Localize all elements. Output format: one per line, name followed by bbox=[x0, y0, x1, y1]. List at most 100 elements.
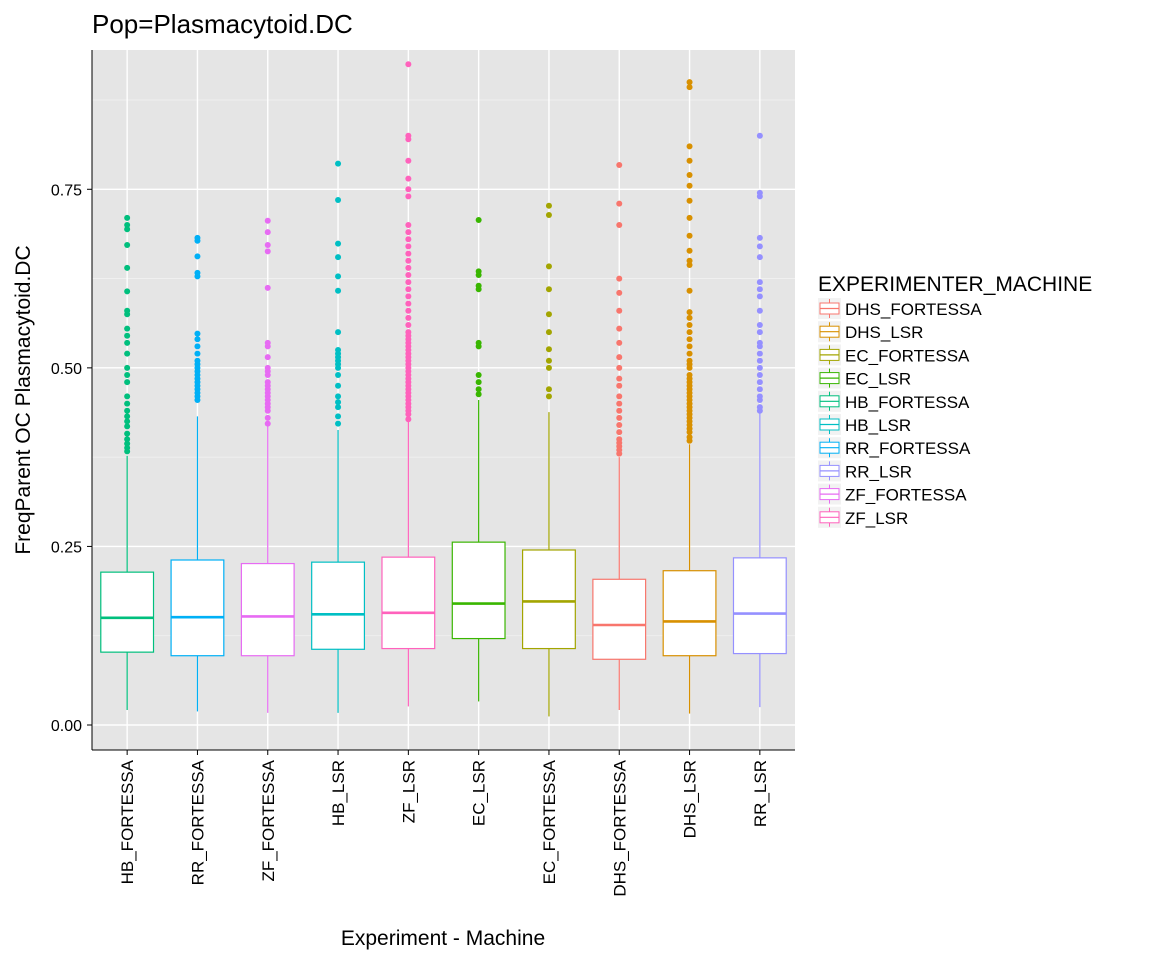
outlier-point bbox=[124, 350, 131, 357]
outlier-point bbox=[616, 393, 623, 400]
outlier-point bbox=[335, 240, 342, 247]
outlier-point bbox=[124, 413, 131, 420]
outlier-point bbox=[616, 325, 623, 332]
outlier-point bbox=[124, 214, 131, 221]
outlier-point bbox=[616, 307, 623, 314]
x-tick-label: RR_FORTESSA bbox=[188, 759, 207, 885]
outlier-point bbox=[616, 364, 623, 371]
outlier-point bbox=[686, 372, 693, 378]
outlier-point bbox=[756, 404, 763, 411]
legend: EXPERIMENTER_MACHINE DHS_FORTESSA DHS_LSR… bbox=[818, 273, 1092, 528]
outlier-point bbox=[756, 393, 763, 400]
outlier-point bbox=[405, 272, 412, 278]
outlier-point bbox=[686, 232, 693, 239]
outlier-point bbox=[545, 286, 552, 293]
x-tick-label: HB_FORTESSA bbox=[118, 759, 137, 884]
outlier-point bbox=[756, 379, 763, 386]
outlier-point bbox=[686, 262, 693, 268]
outlier-point bbox=[545, 212, 552, 218]
box-rr-lsr bbox=[732, 132, 787, 708]
outlier-point bbox=[616, 222, 623, 228]
outlier-point bbox=[756, 243, 763, 250]
box-iqr bbox=[521, 549, 576, 650]
y-axis-label: FreqParent OC Plasmacytoid.DC bbox=[12, 245, 35, 554]
outlier-point bbox=[475, 391, 482, 398]
outlier-point bbox=[686, 257, 693, 264]
outlier-point bbox=[756, 339, 763, 346]
outlier-point bbox=[405, 186, 412, 193]
outlier-point bbox=[616, 436, 623, 443]
outlier-point bbox=[194, 253, 201, 260]
x-axis: HB_FORTESSA RR_FORTESSA ZF_FORTESSA HB_LSR Z… bbox=[118, 750, 770, 897]
box-hb-fortessa bbox=[100, 214, 155, 710]
outlier-point bbox=[335, 197, 342, 203]
box-iqr bbox=[240, 562, 295, 657]
outlier-point bbox=[124, 400, 131, 407]
outlier-point bbox=[335, 329, 342, 336]
outlier-point bbox=[405, 307, 412, 314]
box-zf-fortessa bbox=[240, 217, 295, 713]
outlier-point bbox=[124, 226, 131, 233]
outlier-point bbox=[124, 440, 131, 447]
y-tick-label: 0.00 bbox=[51, 718, 82, 735]
outlier-point bbox=[124, 372, 131, 378]
legend-item-hb-lsr: HB_LSR bbox=[818, 414, 911, 435]
outlier-point bbox=[124, 436, 131, 443]
y-axis: 0.00 0.25 0.50 0.75 bbox=[51, 182, 92, 735]
outlier-point bbox=[686, 214, 693, 221]
outlier-point bbox=[545, 386, 552, 393]
outlier-point bbox=[756, 234, 763, 241]
box-dhs-fortessa bbox=[592, 162, 647, 710]
outlier-point bbox=[335, 287, 342, 294]
outlier-point bbox=[264, 339, 271, 346]
outlier-point bbox=[616, 429, 623, 436]
outlier-point bbox=[545, 202, 552, 209]
outlier-point bbox=[756, 293, 763, 300]
outlier-point bbox=[756, 279, 763, 286]
outlier-point bbox=[756, 189, 763, 196]
outlier-point bbox=[475, 282, 482, 289]
outlier-point bbox=[686, 197, 693, 204]
outlier-point bbox=[405, 175, 412, 182]
outlier-point bbox=[335, 413, 342, 420]
outlier-point bbox=[335, 393, 342, 400]
outlier-point bbox=[264, 420, 271, 427]
outlier-point bbox=[405, 132, 412, 139]
outlier-point bbox=[616, 382, 623, 389]
x-tick-label: ZF_LSR bbox=[399, 760, 418, 823]
outlier-point bbox=[686, 182, 693, 189]
outlier-point bbox=[475, 372, 482, 378]
outlier-point bbox=[686, 79, 693, 86]
legend-label: RR_LSR bbox=[845, 462, 912, 481]
outlier-point bbox=[194, 234, 201, 241]
outlier-point bbox=[405, 157, 412, 164]
outlier-point bbox=[405, 279, 412, 286]
outlier-point bbox=[545, 329, 552, 336]
outlier-point bbox=[686, 172, 693, 178]
outlier-point bbox=[756, 322, 763, 328]
outlier-point bbox=[124, 407, 131, 414]
y-tick-label: 0.75 bbox=[51, 182, 82, 199]
outlier-point bbox=[686, 322, 693, 328]
outlier-point bbox=[124, 379, 131, 386]
x-tick-label: DHS_LSR bbox=[681, 760, 700, 838]
outlier-point bbox=[756, 132, 763, 139]
outlier-point bbox=[756, 357, 763, 364]
outlier-point bbox=[475, 268, 482, 275]
outlier-point bbox=[756, 286, 763, 293]
outlier-point bbox=[686, 357, 693, 364]
legend-label: HB_LSR bbox=[845, 416, 911, 435]
outlier-point bbox=[405, 300, 412, 307]
legend-label: ZF_LSR bbox=[845, 509, 908, 528]
box-hb-lsr bbox=[311, 160, 366, 713]
outlier-point bbox=[335, 160, 342, 167]
outlier-point bbox=[545, 263, 552, 270]
outlier-point bbox=[756, 329, 763, 336]
legend-item-ec-lsr: EC_LSR bbox=[818, 367, 911, 389]
outlier-point bbox=[405, 416, 412, 423]
outlier-point bbox=[405, 243, 412, 250]
outlier-point bbox=[686, 343, 693, 350]
outlier-point bbox=[756, 386, 763, 393]
outlier-point bbox=[756, 350, 763, 357]
